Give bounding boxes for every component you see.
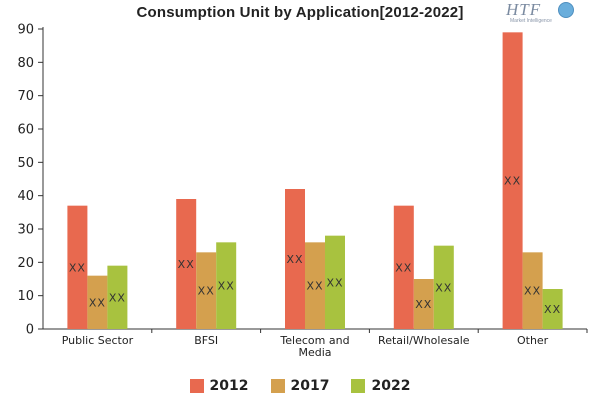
bar: [87, 275, 108, 329]
y-tick-label: 50: [17, 156, 34, 171]
y-tick-label: 70: [17, 89, 34, 104]
data-label: XX: [69, 261, 86, 274]
brand-logo: HTF Market Intelligence: [506, 0, 584, 28]
bar: [107, 265, 128, 329]
y-tick-label: 40: [17, 189, 34, 204]
y-tick-label: 0: [26, 323, 34, 338]
bar: [433, 245, 454, 329]
data-label: XX: [395, 261, 412, 274]
bar: [542, 289, 563, 329]
bar: [393, 205, 414, 329]
legend-label: 2022: [371, 378, 411, 394]
logo-subtext: Market Intelligence: [510, 18, 552, 24]
data-label: XX: [504, 175, 521, 188]
data-label: XX: [178, 258, 195, 271]
legend-swatch: [189, 379, 204, 393]
y-tick-label: 10: [17, 289, 34, 304]
y-tick-label: 30: [17, 223, 34, 238]
data-label: XX: [435, 281, 452, 294]
data-label: XX: [415, 298, 432, 311]
bar: [67, 205, 88, 329]
bar: [216, 242, 237, 329]
data-label: XX: [306, 280, 323, 293]
chart-title: Consumption Unit by Application[2012-202…: [136, 4, 464, 21]
data-label: XX: [89, 296, 106, 309]
bar: [502, 32, 523, 329]
data-label: XX: [218, 280, 235, 293]
data-label: XX: [286, 253, 303, 266]
bar: [196, 252, 217, 329]
data-label: XX: [326, 276, 343, 289]
bar: [305, 242, 325, 329]
x-tick-label: Retail/Wholesale: [378, 334, 470, 347]
y-tick-label: 90: [17, 23, 34, 38]
legend-swatch: [351, 379, 366, 393]
legend-item: 2012: [189, 378, 249, 394]
legend: 2012 2017 2022: [0, 378, 600, 394]
x-tick-label: BFSI: [194, 334, 218, 347]
legend-label: 2017: [290, 378, 330, 394]
bar: [285, 189, 305, 329]
x-tick-label: Telecom and Media: [279, 334, 349, 359]
bar: [413, 279, 434, 329]
data-label: XX: [524, 285, 541, 298]
logo-text: HTF: [506, 0, 542, 19]
data-label: XX: [544, 303, 561, 316]
globe-icon: [558, 2, 574, 18]
bar: [522, 252, 543, 329]
y-tick-label: 20: [17, 256, 34, 271]
legend-swatch: [270, 379, 285, 393]
y-tick-label: 80: [17, 56, 34, 71]
x-tick-label: Other: [517, 334, 549, 347]
bar: [176, 199, 197, 329]
y-tick-label: 60: [17, 123, 34, 138]
data-label: XX: [198, 285, 215, 298]
legend-item: 2022: [351, 378, 410, 394]
data-label: XX: [109, 291, 126, 304]
x-tick-label: Public Sector: [62, 334, 134, 347]
bar: [325, 235, 345, 329]
legend-item: 2017: [270, 378, 330, 394]
legend-label: 2012: [209, 378, 249, 394]
